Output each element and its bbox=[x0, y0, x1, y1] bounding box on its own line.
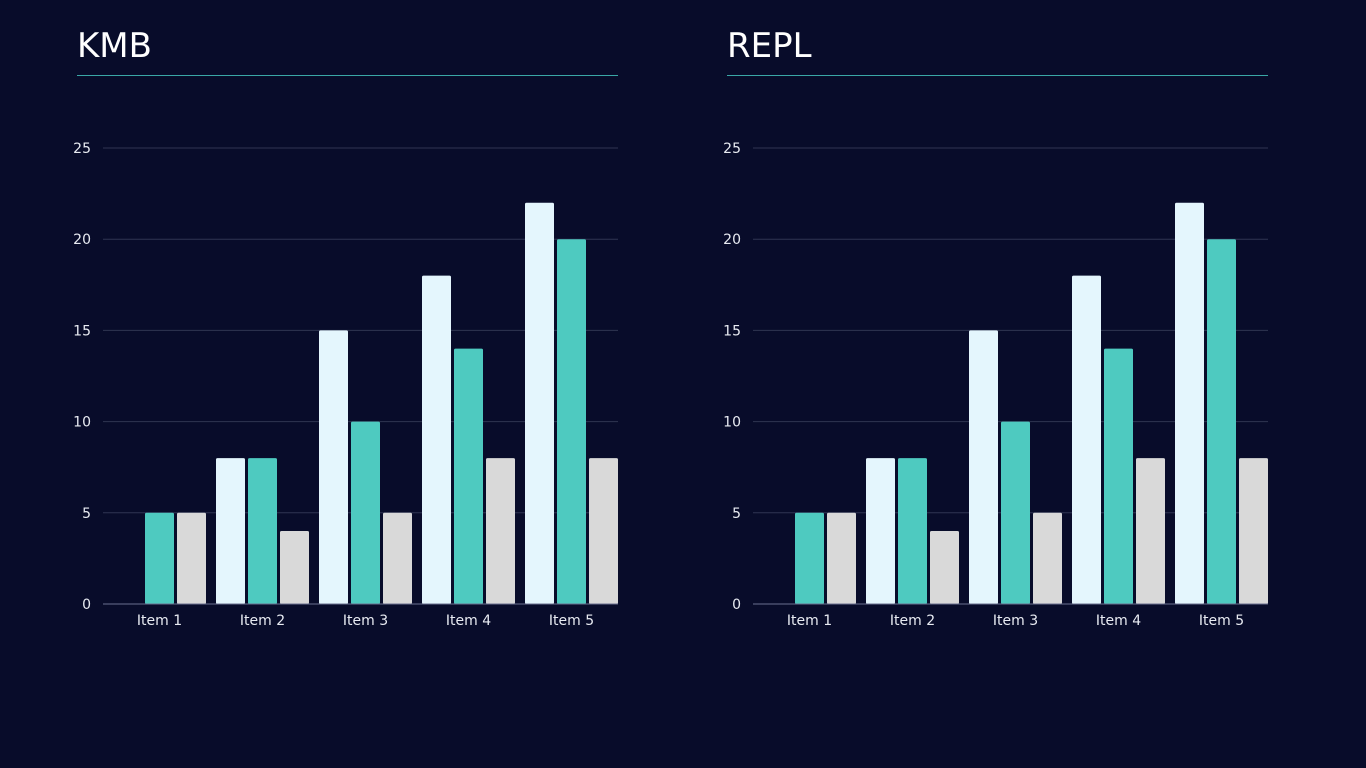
x-tick-label: Item 1 bbox=[787, 613, 832, 629]
bar bbox=[319, 330, 348, 604]
bar bbox=[557, 239, 586, 604]
x-tick-label: Item 5 bbox=[1199, 613, 1244, 629]
x-tick-label: Item 5 bbox=[549, 613, 594, 629]
x-tick-label: Item 3 bbox=[343, 613, 388, 629]
y-tick-label: 0 bbox=[732, 597, 741, 613]
bar bbox=[486, 458, 515, 604]
bar-chart-kmb: 0 5 10 15 20 25 Item 1 Item 2 Item 3 Item 4 Item 5 bbox=[73, 141, 618, 629]
bar-chart-repl: 0 5 10 15 20 25 Item 1 Item 2 Item 3 Item 4 Item 5 bbox=[723, 141, 1268, 629]
bar bbox=[1136, 458, 1165, 604]
bar bbox=[1175, 202, 1204, 604]
chart-title: KMB bbox=[77, 26, 152, 66]
bar bbox=[177, 512, 206, 604]
bar bbox=[1001, 421, 1030, 604]
bar bbox=[866, 458, 895, 604]
bar bbox=[589, 458, 618, 604]
bar bbox=[351, 421, 380, 604]
bar bbox=[422, 275, 451, 604]
x-tick-label: Item 4 bbox=[1096, 613, 1141, 629]
bar bbox=[216, 458, 245, 604]
bar bbox=[827, 512, 856, 604]
y-tick-label: 20 bbox=[73, 232, 91, 248]
x-tick-label: Item 2 bbox=[240, 613, 285, 629]
bar bbox=[795, 512, 824, 604]
y-tick-label: 5 bbox=[732, 506, 741, 522]
bar bbox=[969, 330, 998, 604]
y-tick-label: 15 bbox=[73, 323, 91, 339]
x-tick-label: Item 3 bbox=[993, 613, 1038, 629]
x-tick-label: Item 4 bbox=[446, 613, 491, 629]
y-tick-label: 0 bbox=[82, 597, 91, 613]
bar bbox=[248, 458, 277, 604]
y-tick-label: 5 bbox=[82, 506, 91, 522]
bar bbox=[898, 458, 927, 604]
bar bbox=[525, 202, 554, 604]
chart-title: REPL bbox=[727, 26, 812, 66]
x-tick-label: Item 2 bbox=[890, 613, 935, 629]
bar bbox=[930, 531, 959, 604]
y-tick-label: 25 bbox=[723, 141, 741, 157]
bar bbox=[1207, 239, 1236, 604]
bar bbox=[145, 512, 174, 604]
bar bbox=[383, 512, 412, 604]
bar bbox=[1104, 348, 1133, 604]
title-underline bbox=[727, 75, 1268, 76]
y-tick-label: 15 bbox=[723, 323, 741, 339]
chart-panel-kmb: KMB 0 5 10 15 20 25 Item 1 Item 2 Item 3 Item 4 It… bbox=[0, 0, 618, 768]
y-tick-label: 10 bbox=[73, 415, 91, 431]
bar bbox=[1239, 458, 1268, 604]
title-underline bbox=[77, 75, 618, 76]
bar bbox=[1072, 275, 1101, 604]
chart-panel-repl: REPL 0 5 10 15 20 25 Item 1 Item 2 Item 3 Item 4 I… bbox=[650, 0, 1268, 768]
x-tick-label: Item 1 bbox=[137, 613, 182, 629]
y-tick-label: 20 bbox=[723, 232, 741, 248]
bar bbox=[280, 531, 309, 604]
y-tick-label: 25 bbox=[73, 141, 91, 157]
bar bbox=[1033, 512, 1062, 604]
y-tick-label: 10 bbox=[723, 415, 741, 431]
bar bbox=[454, 348, 483, 604]
